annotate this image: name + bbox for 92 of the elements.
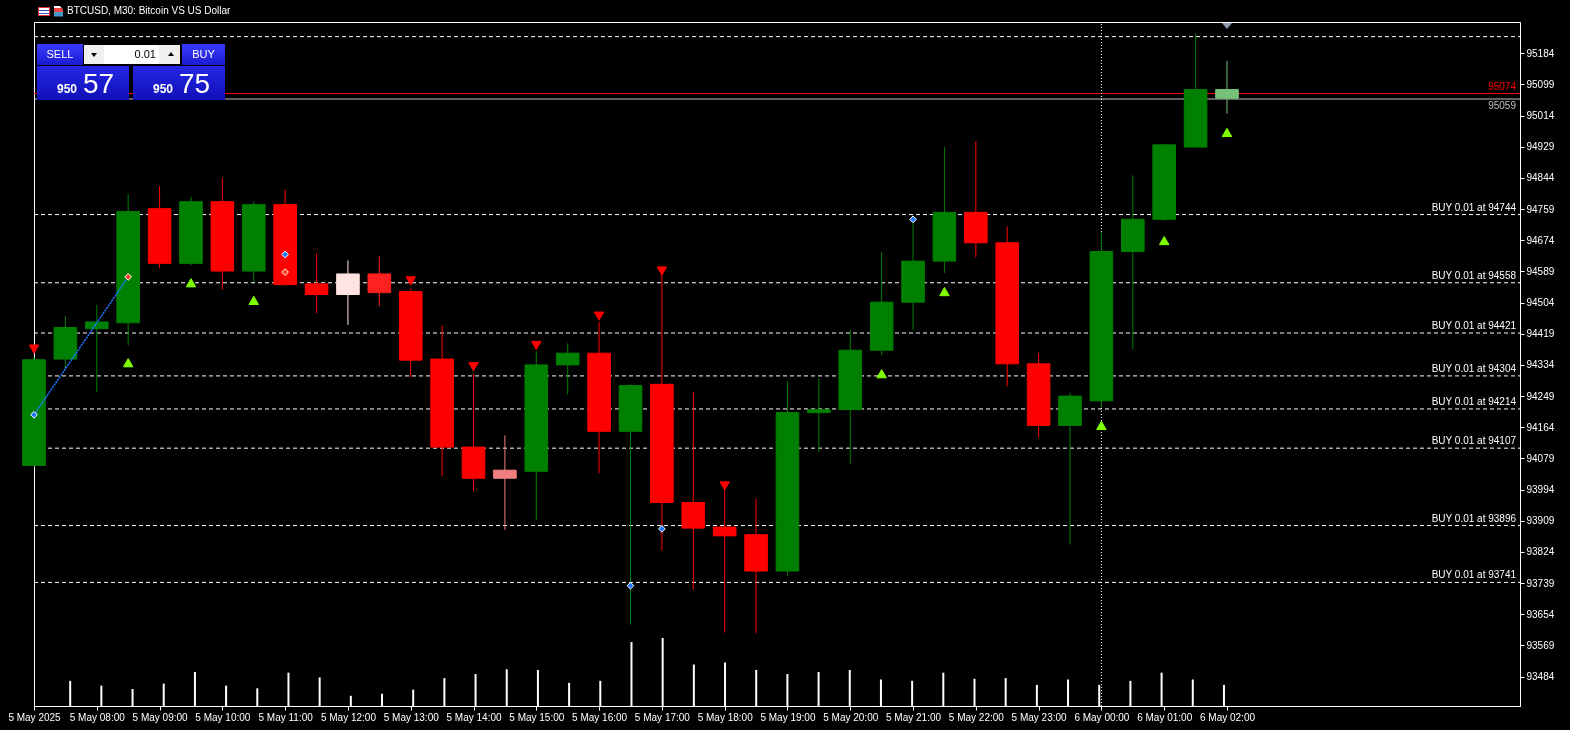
y-tick-label: 94674: [1526, 234, 1555, 246]
ref-line-label: BUY 0.01 at 94421: [1431, 320, 1517, 332]
point: [30, 410, 38, 419]
x-tick-label: 5 May 22:00: [948, 711, 1005, 723]
buy-price-box: 950 75: [133, 66, 225, 100]
y-tick-label: 94164: [1526, 421, 1555, 433]
y-tick-label: 93569: [1526, 639, 1555, 651]
x-tick-label: 5 May 17:00: [634, 711, 691, 723]
y-tick-label: 95184: [1526, 47, 1555, 59]
y-tick-label: 94504: [1526, 297, 1555, 309]
point: [248, 295, 259, 305]
y-tick-label: 94844: [1526, 172, 1555, 184]
point: [405, 276, 416, 286]
point: [876, 369, 887, 379]
y-tick-label: 94929: [1526, 141, 1555, 153]
ref-line-label: BUY 0.01 at 94744: [1431, 201, 1517, 213]
x-tick-label: 5 May 14:00: [446, 711, 502, 723]
point: [531, 340, 542, 351]
ref-line-label: BUY 0.01 at 94214: [1431, 395, 1517, 407]
point: [1221, 127, 1233, 137]
point: [185, 278, 197, 288]
point: [658, 525, 666, 533]
x-tick-label: 5 May 11:00: [258, 711, 314, 723]
y-tick-label: 94589: [1526, 265, 1555, 277]
annotation: 75: [179, 68, 211, 100]
point: [593, 311, 605, 321]
point: [281, 250, 290, 259]
x-tick-label: 6 May 01:00: [1137, 711, 1193, 723]
point: [28, 344, 40, 354]
buy-button: BUY: [182, 44, 225, 65]
annotation: 950: [57, 82, 78, 96]
candlestick: [555, 342, 580, 395]
x-tick-label: 5 May 15:00: [509, 711, 565, 723]
y-tick-label: 95014: [1526, 110, 1555, 122]
y-tick-label: 94079: [1526, 452, 1555, 464]
ref-line-label: BUY 0.01 at 94107: [1431, 435, 1517, 447]
point: [626, 581, 635, 590]
x-tick-label: 5 May 16:00: [572, 711, 628, 723]
chart-title: BTCUSD, M30: Bitcoin VS US Dollar: [67, 5, 231, 17]
annotation: 0.01: [104, 45, 159, 64]
point: [1096, 420, 1107, 431]
point: [719, 481, 730, 491]
ref-line-label: 95074: [1488, 80, 1517, 92]
candlestick: [493, 434, 517, 531]
point: [122, 358, 134, 368]
x-tick-label: 5 May 13:00: [383, 711, 440, 723]
x-tick-label: 5 May 2025: [8, 711, 62, 723]
x-tick-label: 5 May 21:00: [886, 711, 942, 723]
point: [281, 268, 290, 276]
ref-line-label: BUY 0.01 at 93896: [1431, 512, 1517, 524]
point: [468, 362, 479, 372]
y-tick-label: 93654: [1526, 608, 1555, 620]
lot-size-field: 0.01: [84, 45, 180, 64]
candlestick: [304, 252, 329, 314]
x-tick-label: 5 May 23:00: [1011, 711, 1068, 723]
point: [124, 273, 133, 281]
ref-line-label: BUY 0.01 at 93741: [1431, 569, 1517, 581]
x-tick-label: 5 May 19:00: [760, 711, 816, 723]
y-tick-label: 93994: [1526, 484, 1555, 496]
x-tick-label: 5 May 09:00: [132, 711, 189, 723]
y-tick-label: 95099: [1526, 78, 1555, 90]
candlestick: [807, 377, 831, 453]
sell-button: SELL: [37, 44, 83, 65]
x-tick-label: 6 May 00:00: [1074, 711, 1130, 723]
candlestick: [1215, 60, 1239, 115]
candlestick: [84, 304, 109, 393]
candlestick: [367, 255, 392, 307]
annotation: 57: [83, 68, 115, 100]
point: [1158, 235, 1170, 246]
x-tick-label: 5 May 12:00: [320, 711, 377, 723]
point: [939, 286, 950, 297]
y-tick-label: 93484: [1526, 671, 1555, 683]
x-tick-label: 6 May 02:00: [1199, 711, 1256, 723]
y-tick-label: 94759: [1526, 203, 1555, 215]
sell-price-box: 950 57: [37, 66, 129, 100]
annotation: 950: [153, 82, 174, 96]
y-tick-label: 94249: [1526, 390, 1555, 402]
x-tick-label: 5 May 08:00: [69, 711, 126, 723]
y-tick-label: 93909: [1526, 515, 1555, 527]
y-tick-label: 94334: [1526, 359, 1555, 371]
ref-line-label: BUY 0.01 at 94304: [1431, 362, 1517, 374]
y-tick-label: 94419: [1526, 328, 1555, 340]
x-tick-label: 5 May 18:00: [697, 711, 754, 723]
ref-line-label: 95059: [1488, 100, 1517, 112]
x-tick-label: 5 May 20:00: [823, 711, 879, 723]
y-tick-label: 93824: [1526, 546, 1555, 558]
x-tick-label: 5 May 10:00: [195, 711, 251, 723]
point: [656, 266, 668, 276]
candlestick: [336, 259, 360, 326]
ref-line-label: BUY 0.01 at 94558: [1431, 269, 1517, 281]
point: [909, 215, 917, 224]
y-tick-label: 93739: [1526, 577, 1555, 589]
